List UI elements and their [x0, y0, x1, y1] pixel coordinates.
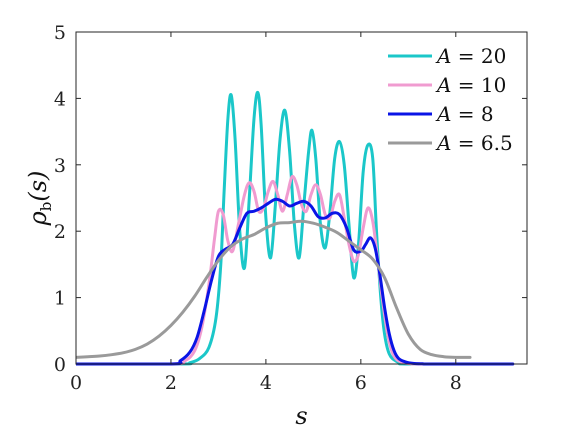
y-tick-label: 3	[54, 155, 66, 177]
ticks-layer: 0 2 4 6 8 0 1 2 3 4 5 s ρb(s)	[24, 22, 527, 430]
x-tick-label: 8	[450, 372, 462, 394]
series-line-1	[76, 90, 515, 366]
x-tick-label: 0	[70, 372, 82, 394]
y-tick-label: 1	[54, 288, 66, 310]
plot-frame	[75, 31, 528, 365]
axes-layer	[75, 31, 528, 365]
legend-label-1: A = 20	[435, 44, 506, 68]
legend: A = 20 A = 10 A = 8 A = 6.5	[388, 44, 513, 155]
x-axis-label: s	[295, 402, 307, 430]
x-tick-label: 2	[165, 372, 177, 394]
y-tick-label: 4	[54, 88, 66, 110]
y-axis-label: ρb(s)	[24, 171, 55, 227]
legend-label-2: A = 10	[435, 73, 506, 97]
x-tick-label: 6	[355, 372, 367, 394]
y-tick-label: 2	[54, 221, 66, 243]
y-tick-label: 5	[54, 22, 66, 44]
x-tick-label: 4	[260, 372, 272, 394]
series-line-4	[76, 219, 472, 359]
y-tick-label: 0	[54, 354, 66, 376]
series-layer	[76, 90, 515, 366]
legend-label-3: A = 8	[435, 102, 494, 126]
legend-label-4: A = 6.5	[435, 131, 513, 155]
